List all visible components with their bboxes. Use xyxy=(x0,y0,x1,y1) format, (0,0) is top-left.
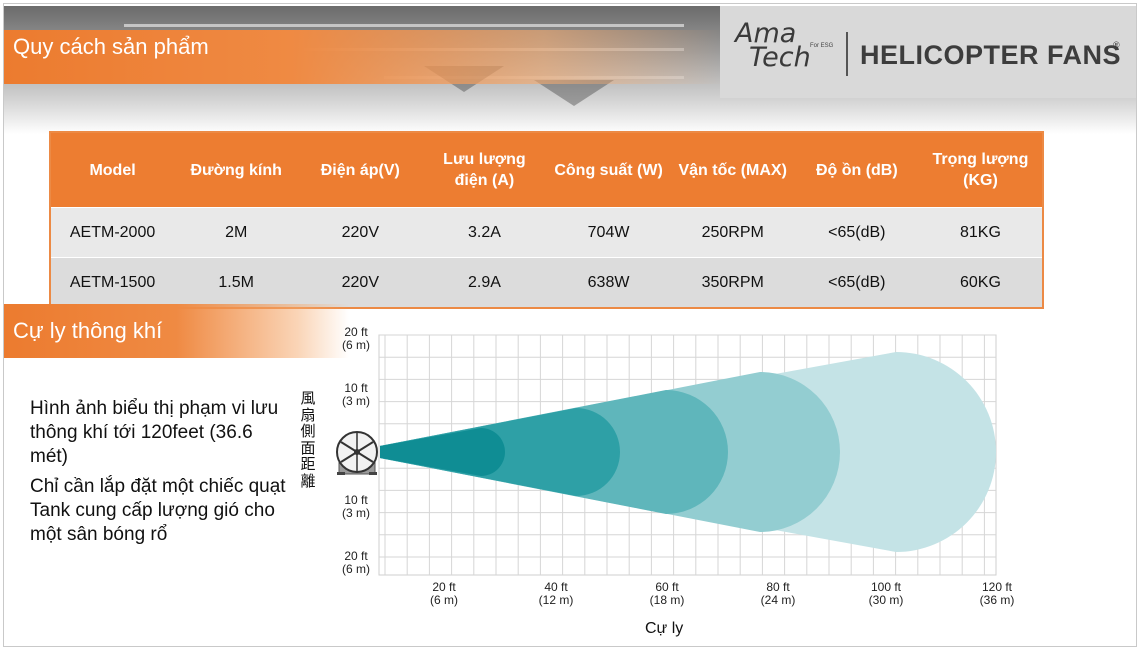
description-paragraph: Chỉ cần lắp đặt một chiếc quạt Tank cung… xyxy=(30,476,286,545)
x-tick-label: 80 ft xyxy=(766,580,790,594)
cell-current: 3.2A xyxy=(422,207,547,258)
x-tick-label: 40 ft xyxy=(544,580,568,594)
cell-noise: <65(dB) xyxy=(794,257,919,308)
section-band xyxy=(4,304,349,358)
cell-speed: 350RPM xyxy=(670,257,795,308)
cell-model: AETM-2000 xyxy=(50,207,175,258)
registered-mark: ® xyxy=(1113,40,1120,50)
cell-voltage: 220V xyxy=(298,207,423,258)
y-tick-unit: (3 m) xyxy=(342,506,370,520)
x-tick-labels: 20 ft(6 m) 40 ft(12 m) 60 ft(18 m) 80 ft(24… xyxy=(430,580,1014,607)
logo-box xyxy=(720,6,1136,98)
y-tick-label: 20 ft xyxy=(344,549,368,563)
col-model: Model xyxy=(50,132,175,208)
page-title: Quy cách sản phẩm xyxy=(13,34,209,59)
y-tick-unit: (6 m) xyxy=(342,562,370,576)
x-tick-label: 100 ft xyxy=(871,580,902,594)
x-tick-label: 20 ft xyxy=(432,580,456,594)
airflow-zones xyxy=(380,352,996,552)
fan-icon xyxy=(336,431,378,475)
x-tick-unit: (18 m) xyxy=(650,593,685,607)
y-tick-unit: (3 m) xyxy=(342,394,370,408)
col-speed: Vận tốc (MAX) xyxy=(670,132,795,208)
amatech-logo: Ama Tech xyxy=(735,20,811,73)
x-axis-title: Cự ly xyxy=(645,620,684,637)
spec-table: Model Đường kính Điện áp(V) Lưu lượng đi… xyxy=(49,131,1044,309)
side-distance-label: 風扇側面距離 xyxy=(300,389,316,490)
y-tick-label: 10 ft xyxy=(344,493,368,507)
x-tick-unit: (36 m) xyxy=(980,593,1015,607)
col-voltage: Điện áp(V) xyxy=(298,132,423,208)
y-tick-label: 20 ft xyxy=(344,325,368,339)
table-row: AETM-1500 1.5M 220V 2.9A 638W 350RPM <65… xyxy=(50,257,1043,308)
title-band xyxy=(4,30,724,84)
logo-tag: For ESG xyxy=(810,43,834,49)
col-diameter: Đường kính xyxy=(174,132,299,208)
cell-weight: 81KG xyxy=(918,207,1043,258)
cell-weight: 60KG xyxy=(918,257,1043,308)
description-paragraph: Hình ảnh biểu thị phạm vi lưu thông khí … xyxy=(30,398,279,467)
helicopter-fans-logo: HELICOPTER FANS xyxy=(860,40,1122,70)
cell-power: 704W xyxy=(546,207,671,258)
x-tick-unit: (24 m) xyxy=(761,593,796,607)
y-tick-unit: (6 m) xyxy=(342,338,370,352)
table-row: AETM-2000 2M 220V 3.2A 704W 250RPM <65(d… xyxy=(50,207,1043,258)
col-weight: Trọng lượng (KG) xyxy=(918,132,1043,208)
section-title: Cự ly thông khí xyxy=(13,318,163,343)
cell-current: 2.9A xyxy=(422,257,547,308)
logo-divider xyxy=(846,32,848,76)
cell-diameter: 1.5M xyxy=(174,257,299,308)
cell-power: 638W xyxy=(546,257,671,308)
x-tick-label: 120 ft xyxy=(982,580,1013,594)
logo-ama-text: Ama xyxy=(735,18,797,49)
y-tick-labels: 20 ft(6 m)10 ft(3 m)10 ft(3 m)20 ft(6 m) xyxy=(342,325,370,576)
col-power: Công suất (W) xyxy=(546,132,671,208)
airflow-description: Hình ảnh biểu thị phạm vi lưu thông khí … xyxy=(30,397,292,553)
airflow-zone xyxy=(380,428,505,476)
x-tick-unit: (6 m) xyxy=(430,593,458,607)
x-tick-label: 60 ft xyxy=(655,580,679,594)
cell-voltage: 220V xyxy=(298,257,423,308)
spec-header-row: Model Đường kính Điện áp(V) Lưu lượng đi… xyxy=(50,132,1043,208)
x-tick-unit: (30 m) xyxy=(869,593,904,607)
cell-speed: 250RPM xyxy=(670,207,795,258)
cell-noise: <65(dB) xyxy=(794,207,919,258)
logo-tech-text: Tech xyxy=(749,42,811,73)
cell-model: AETM-1500 xyxy=(50,257,175,308)
cell-diameter: 2M xyxy=(174,207,299,258)
col-noise: Độ ồn (dB) xyxy=(794,132,919,208)
col-current: Lưu lượng điện (A) xyxy=(422,132,547,208)
y-tick-label: 10 ft xyxy=(344,381,368,395)
x-tick-unit: (12 m) xyxy=(539,593,574,607)
